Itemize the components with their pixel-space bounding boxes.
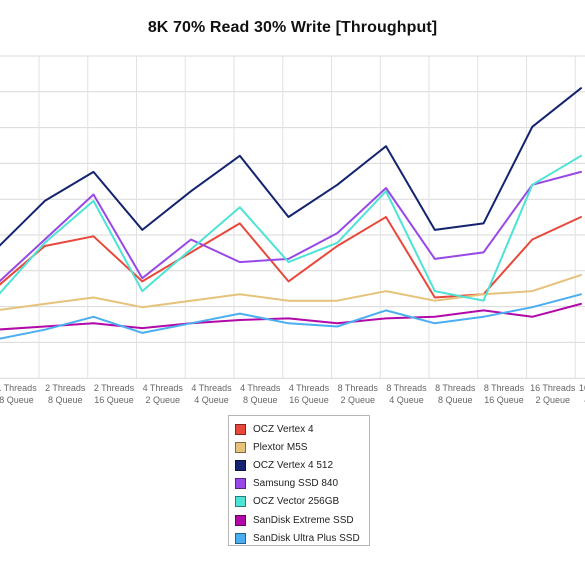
legend-label: OCZ Vertex 4: [253, 423, 314, 435]
x-tick-label: 8 Threads 2 Queue: [338, 383, 379, 405]
x-tick-label: 4 Threads 16 Queue: [289, 383, 330, 405]
x-tick-label: 16 Threads 2 Queue: [530, 383, 576, 405]
x-tick-label: 1 Threads 8 Queue: [0, 383, 37, 405]
legend-item: Samsung SSD 840: [229, 475, 369, 493]
x-tick-label: 4 Threads 4 Queue: [191, 383, 232, 405]
x-tick-label: 4 Threads 2 Queue: [143, 383, 184, 405]
legend: OCZ Vertex 4 Plextor M5S OCZ Vertex 4 512 S…: [228, 415, 370, 546]
series-line: [0, 293, 582, 340]
legend-item: OCZ Vertex 4: [229, 420, 369, 438]
legend-swatch: [235, 478, 246, 490]
x-tick-label: 8 Threads 8 Queue: [435, 383, 476, 405]
x-tick-label: 4 Threads 8 Queue: [240, 383, 281, 405]
legend-item: OCZ Vertex 4 512: [229, 456, 369, 474]
legend-swatch: [235, 532, 246, 544]
chart-title: 8K 70% Read 30% Write [Throughput]: [147, 19, 438, 36]
legend-swatch: [235, 514, 246, 526]
legend-swatch: [235, 496, 246, 508]
x-tick-label: 8 Threads 4 Queue: [386, 383, 427, 405]
legend-item: OCZ Vector 256GB: [229, 493, 369, 511]
series-line: [0, 154, 582, 302]
legend-swatch: [235, 423, 246, 435]
x-tick-label: 8 Threads 16 Queue: [484, 383, 525, 405]
legend-label: SanDisk Ultra Plus SSD: [253, 532, 360, 544]
legend-label: SanDisk Extreme SSD: [253, 514, 354, 526]
x-tick-label: 2 Threads 8 Queue: [45, 383, 86, 405]
legend-label: Plextor M5S: [253, 441, 308, 453]
x-tick-label: 2 Threads 16 Queue: [94, 383, 135, 405]
series-line: [0, 274, 582, 311]
legend-item: SanDisk Extreme SSD: [229, 511, 369, 529]
legend-label: OCZ Vector 256GB: [253, 496, 340, 508]
series-line: [0, 87, 582, 247]
legend-item: Plextor M5S: [229, 438, 369, 456]
legend-item: SanDisk Ultra Plus SSD: [229, 529, 369, 547]
legend-label: OCZ Vertex 4 512: [253, 459, 334, 471]
legend-label: Samsung SSD 840: [253, 478, 339, 490]
series-line: [0, 170, 582, 283]
legend-swatch: [235, 459, 246, 471]
series-line: [0, 302, 582, 331]
legend-swatch: [235, 441, 246, 453]
